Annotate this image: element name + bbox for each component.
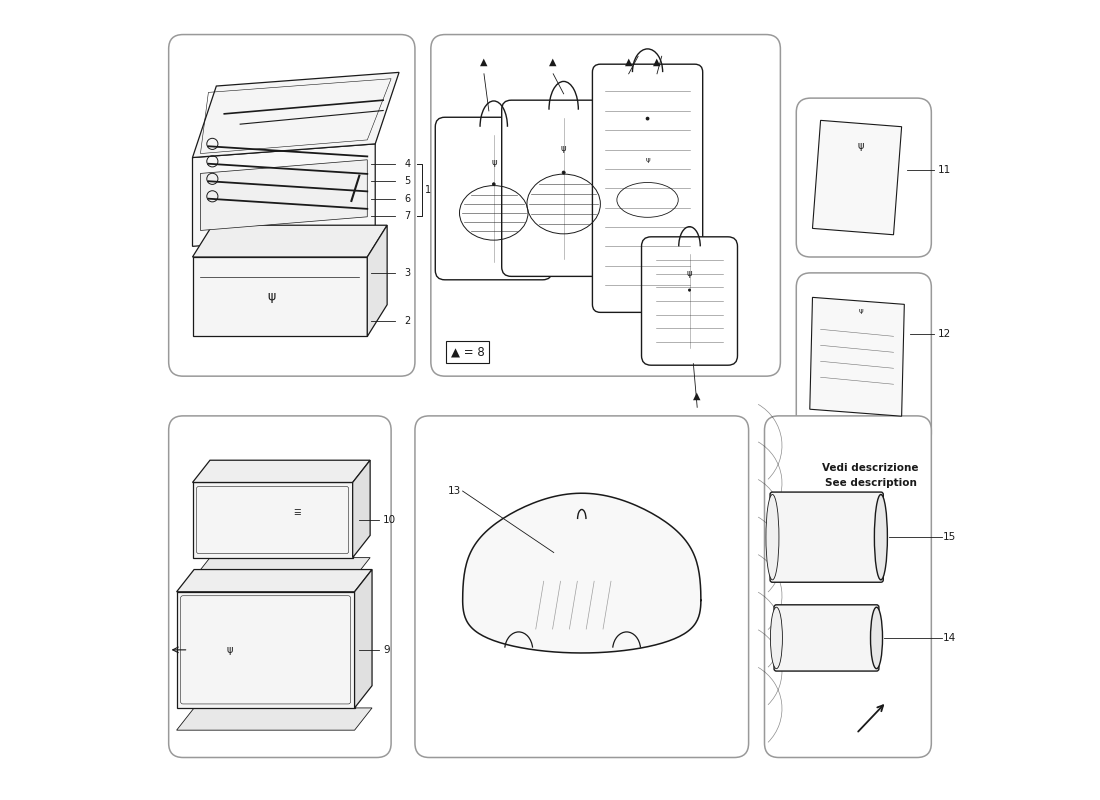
Polygon shape: [367, 226, 387, 337]
Polygon shape: [177, 570, 372, 592]
Text: 5: 5: [405, 177, 411, 186]
Ellipse shape: [870, 607, 882, 669]
Text: ▲: ▲: [693, 390, 701, 400]
Text: ▲: ▲: [549, 57, 557, 67]
FancyBboxPatch shape: [168, 34, 415, 376]
Circle shape: [562, 171, 565, 174]
Text: See description: See description: [825, 478, 916, 489]
Text: ψ: ψ: [227, 645, 233, 655]
Polygon shape: [192, 460, 370, 482]
Text: eurospares: eurospares: [231, 598, 344, 615]
Polygon shape: [810, 298, 904, 416]
Text: 11: 11: [938, 165, 952, 174]
Ellipse shape: [770, 607, 782, 669]
Text: ψ: ψ: [646, 158, 650, 163]
Circle shape: [493, 182, 495, 186]
Text: eurospares: eurospares: [231, 224, 344, 242]
Polygon shape: [813, 120, 902, 234]
FancyBboxPatch shape: [796, 98, 932, 257]
Polygon shape: [192, 482, 353, 558]
FancyBboxPatch shape: [431, 34, 780, 376]
FancyBboxPatch shape: [415, 416, 749, 758]
Text: eurospares: eurospares: [509, 598, 623, 615]
Polygon shape: [353, 460, 370, 558]
Ellipse shape: [766, 494, 779, 580]
Text: 13: 13: [449, 486, 462, 496]
Text: 15: 15: [944, 532, 957, 542]
FancyBboxPatch shape: [641, 237, 737, 366]
Text: ☰: ☰: [293, 507, 300, 517]
Polygon shape: [200, 160, 367, 230]
Text: 7: 7: [405, 210, 411, 221]
Polygon shape: [192, 72, 399, 158]
Text: ▲: ▲: [625, 57, 632, 67]
Text: ψ: ψ: [859, 308, 864, 314]
FancyBboxPatch shape: [764, 416, 932, 758]
Text: 10: 10: [383, 515, 396, 525]
Circle shape: [646, 117, 649, 121]
Text: 6: 6: [405, 194, 410, 203]
Circle shape: [689, 289, 691, 291]
Polygon shape: [192, 144, 375, 246]
FancyBboxPatch shape: [593, 64, 703, 312]
FancyBboxPatch shape: [168, 416, 392, 758]
FancyBboxPatch shape: [774, 605, 879, 671]
Polygon shape: [177, 708, 372, 730]
Text: ▲: ▲: [653, 57, 661, 67]
Text: ▲ = 8: ▲ = 8: [451, 346, 484, 358]
Text: 14: 14: [944, 633, 957, 643]
Polygon shape: [192, 558, 370, 580]
Text: 1: 1: [426, 185, 431, 195]
Text: ψ: ψ: [491, 158, 496, 167]
Text: 2: 2: [405, 315, 411, 326]
Text: 12: 12: [938, 329, 952, 339]
Text: eurospares: eurospares: [525, 224, 639, 242]
Polygon shape: [463, 494, 701, 653]
Text: 4: 4: [405, 159, 410, 170]
Text: Vedi descrizione: Vedi descrizione: [823, 462, 918, 473]
FancyBboxPatch shape: [796, 273, 932, 448]
Text: 3: 3: [405, 268, 410, 278]
Polygon shape: [192, 257, 367, 337]
Text: ψ: ψ: [267, 290, 275, 303]
Text: 9: 9: [383, 645, 389, 655]
FancyBboxPatch shape: [502, 100, 626, 276]
Ellipse shape: [874, 494, 888, 580]
Text: ψ: ψ: [561, 145, 566, 154]
Text: ψ: ψ: [686, 269, 692, 278]
Polygon shape: [177, 592, 354, 708]
Text: eurospares: eurospares: [795, 598, 909, 615]
Text: ψ: ψ: [858, 141, 865, 150]
Text: ▲: ▲: [481, 57, 487, 67]
Polygon shape: [354, 570, 372, 708]
FancyBboxPatch shape: [436, 118, 552, 280]
Polygon shape: [192, 226, 387, 257]
FancyBboxPatch shape: [770, 492, 883, 582]
